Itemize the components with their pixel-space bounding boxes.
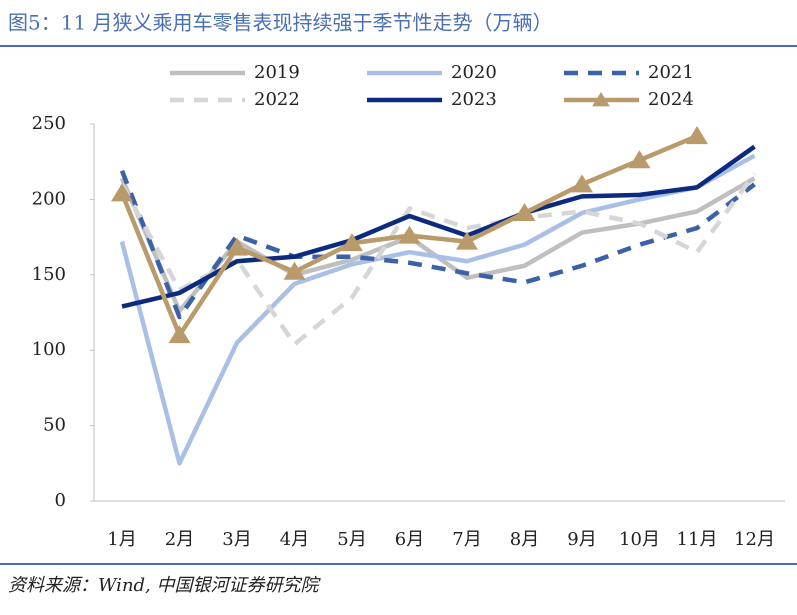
y-tick-label: 0 xyxy=(55,490,66,511)
x-tick-label: 5月 xyxy=(337,529,366,550)
chart-title: 图5：11 月狭义乘用车零售表现持续强于季节性走势（万辆） xyxy=(8,11,553,35)
y-tick-label: 250 xyxy=(32,113,66,134)
y-tick-label: 150 xyxy=(32,264,66,285)
source: 资料来源：Wind, 中国银河证券研究院 xyxy=(8,575,321,596)
x-tick-label: 10月 xyxy=(619,529,660,550)
series-marker xyxy=(398,225,421,244)
series-marker xyxy=(283,261,306,280)
y-tick-label: 50 xyxy=(43,415,66,436)
x-tick-label: 7月 xyxy=(452,529,481,550)
series-line xyxy=(119,169,756,320)
series-line xyxy=(121,144,756,309)
x-tick-label: 4月 xyxy=(280,529,309,550)
series-marker xyxy=(456,231,478,250)
x-tick-label: 8月 xyxy=(510,529,539,550)
x-tick-label: 12月 xyxy=(734,529,775,550)
series-marker xyxy=(341,233,363,252)
x-tick-label: 2月 xyxy=(165,529,194,550)
series-marker xyxy=(226,237,248,256)
legend-label: 2022 xyxy=(254,89,300,110)
y-tick-label: 100 xyxy=(32,339,66,360)
x-tick-label: 1月 xyxy=(107,529,136,550)
legend-label: 2019 xyxy=(254,62,300,83)
series-marker xyxy=(111,183,133,202)
legend-marker xyxy=(592,92,610,107)
series-line xyxy=(119,176,756,314)
series-marker xyxy=(571,174,593,193)
series-marker xyxy=(168,325,191,344)
legend-label: 2020 xyxy=(451,62,497,83)
y-tick-label: 200 xyxy=(32,188,66,209)
x-tick-label: 3月 xyxy=(222,529,251,550)
series-marker xyxy=(628,150,651,169)
x-tick-label: 9月 xyxy=(567,529,596,550)
series-line xyxy=(119,153,756,466)
series-marker xyxy=(686,126,708,145)
x-tick-label: 6月 xyxy=(395,529,424,550)
series-marker xyxy=(513,202,536,221)
legend-label: 2021 xyxy=(648,62,694,83)
legend-label: 2024 xyxy=(648,89,694,110)
x-tick-label: 11月 xyxy=(677,529,718,550)
legend-label: 2023 xyxy=(451,89,497,110)
